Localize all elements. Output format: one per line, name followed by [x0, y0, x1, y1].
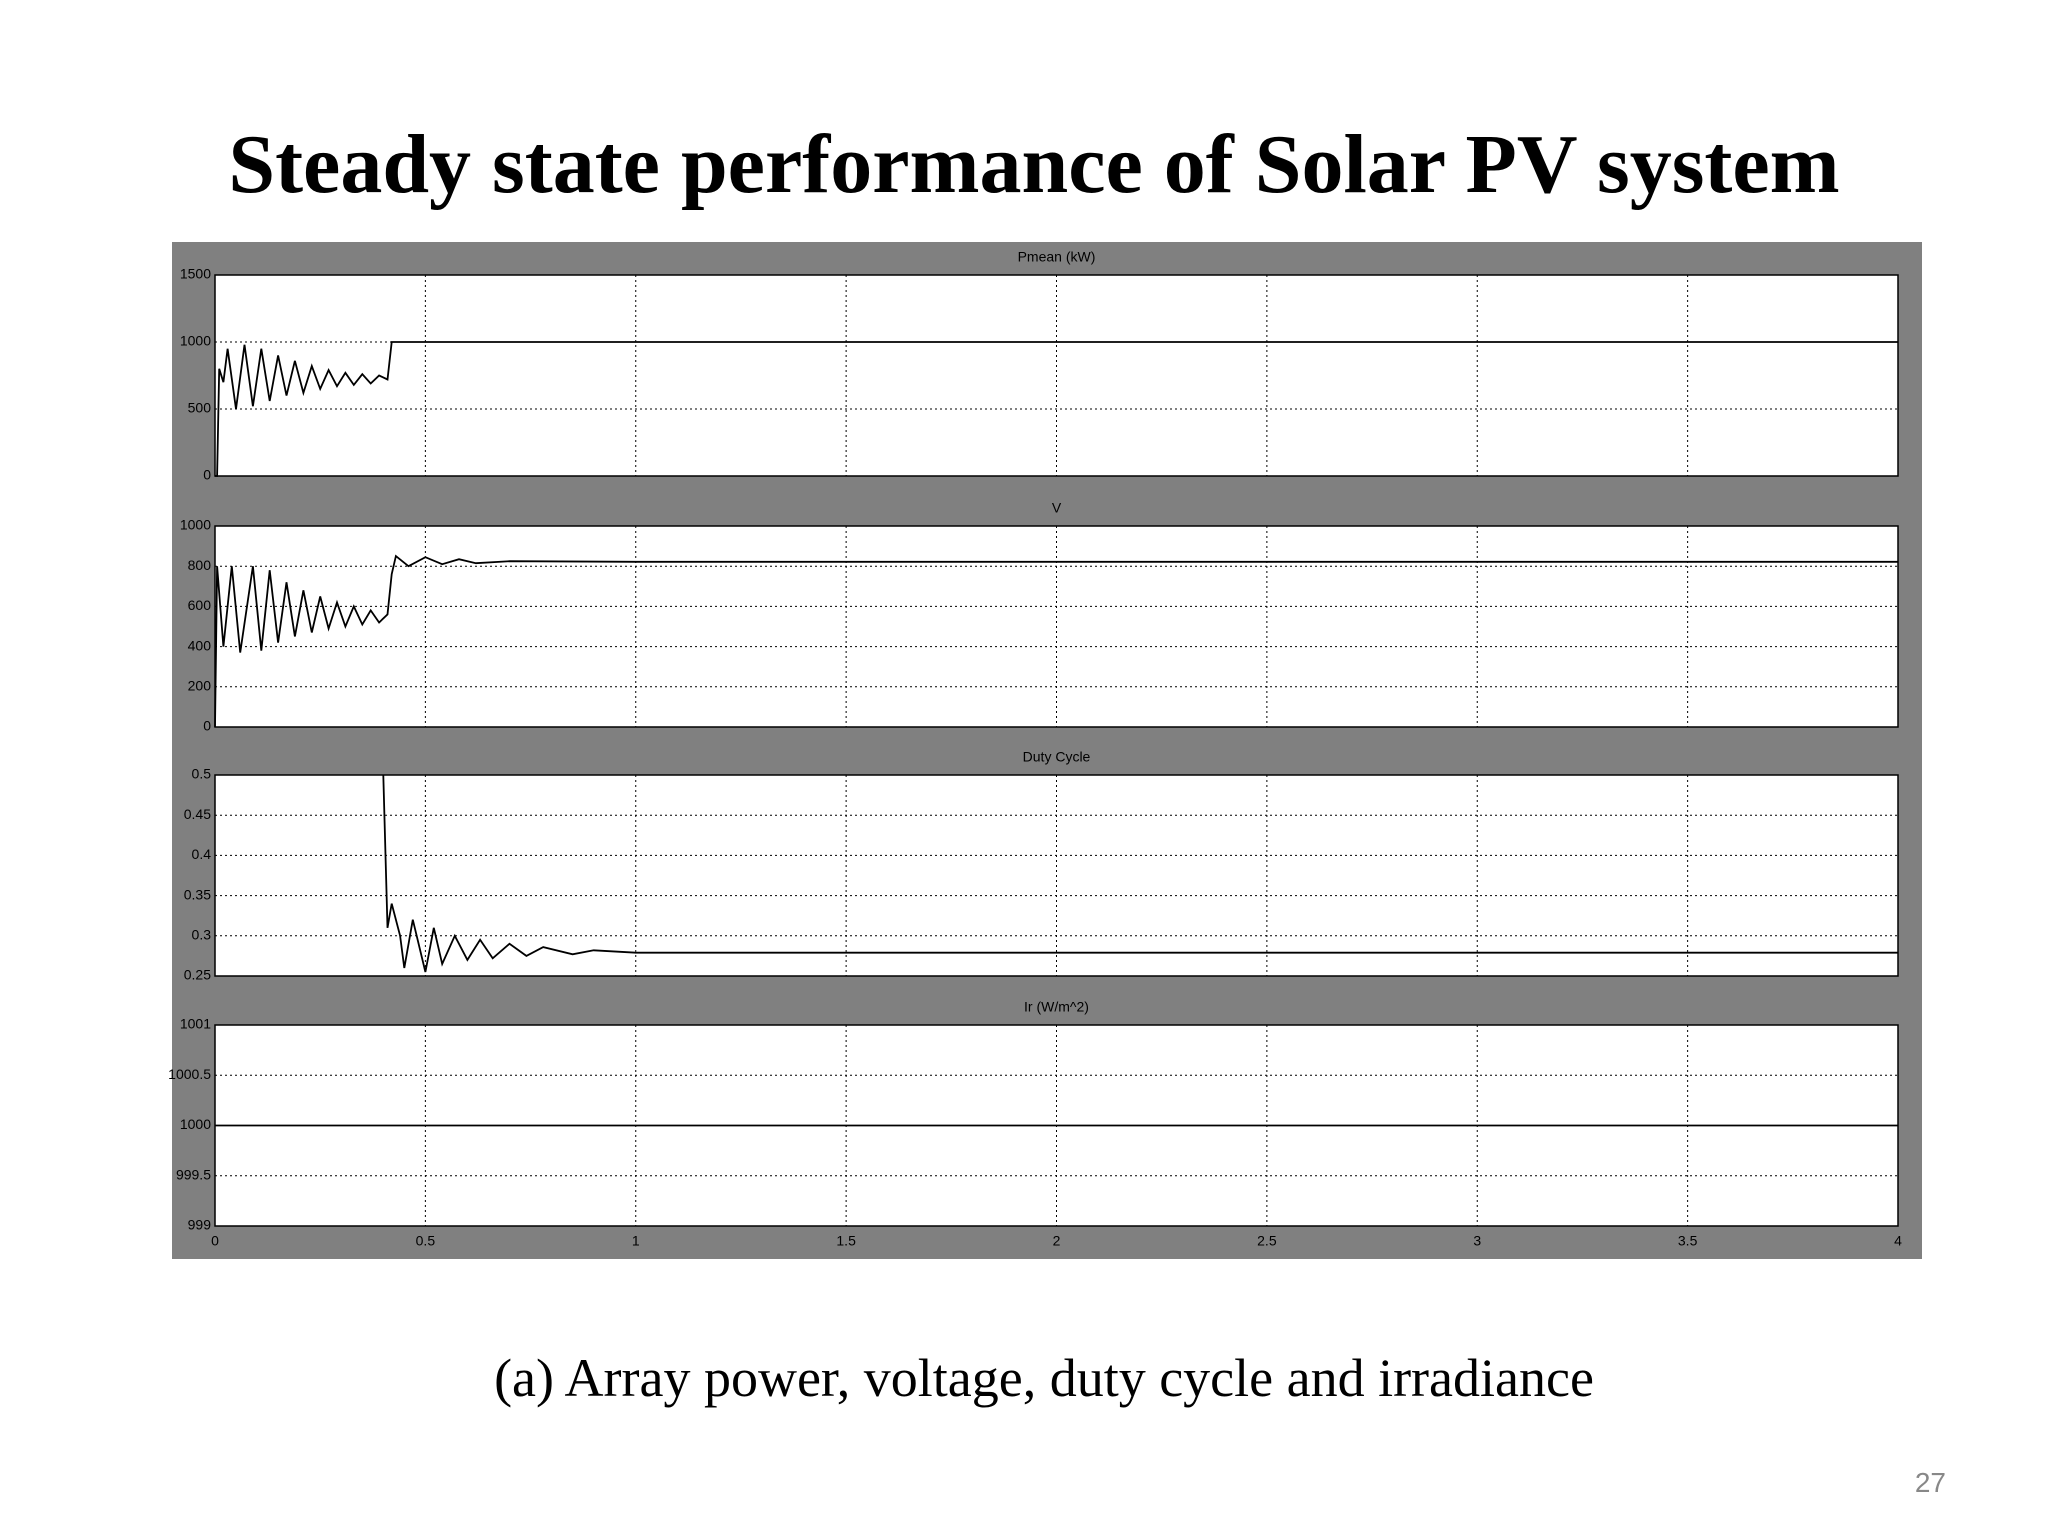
y-tick-label: 200	[188, 678, 212, 694]
y-tick-label: 1500	[180, 266, 211, 282]
chart-title: Duty Cycle	[1023, 749, 1091, 765]
x-tick-label: 4	[1894, 1233, 1902, 1249]
y-tick-label: 600	[188, 597, 212, 613]
y-tick-label: 1001	[180, 1016, 211, 1032]
y-tick-label: 500	[188, 400, 212, 416]
x-tick-label: 0	[211, 1233, 219, 1249]
y-tick-label: 800	[188, 557, 212, 573]
caption: (a) Array power, voltage, duty cycle and…	[494, 1348, 1594, 1408]
y-tick-label: 999	[188, 1217, 212, 1233]
y-tick-label: 0	[203, 718, 211, 734]
x-tick-label: 0.5	[416, 1233, 436, 1249]
x-tick-label: 3	[1473, 1233, 1481, 1249]
page-number: 27	[1915, 1467, 1946, 1498]
y-tick-label: 999.5	[176, 1166, 211, 1182]
y-tick-label: 1000.5	[168, 1066, 211, 1082]
series-line	[382, 774, 1898, 973]
y-tick-label: 0.45	[184, 806, 211, 822]
y-tick-label: 1000	[180, 1116, 211, 1132]
y-tick-label: 0.35	[184, 886, 211, 902]
y-tick-label: 0.3	[192, 927, 212, 943]
chart-title: V	[1052, 500, 1062, 516]
slide-title: Steady state performance of Solar PV sys…	[228, 118, 1839, 211]
series-line	[214, 554, 1898, 728]
y-tick-label: 0.5	[192, 766, 212, 782]
y-tick-label: 0.25	[184, 967, 211, 983]
x-tick-label: 2	[1053, 1233, 1061, 1249]
x-tick-label: 1	[632, 1233, 640, 1249]
chart-title: Pmean (kW)	[1018, 249, 1096, 265]
y-tick-label: 1000	[180, 333, 211, 349]
y-tick-label: 1000	[180, 517, 211, 533]
charts: Pmean (kW) 0 500 1000 1500 V 0 200 400 600 800 1000…	[168, 249, 1902, 1249]
series-line	[215, 341, 1898, 477]
y-tick-label: 400	[188, 637, 212, 653]
y-tick-label: 0	[203, 467, 211, 483]
y-tick-label: 0.4	[192, 846, 212, 862]
x-tick-label: 1.5	[836, 1233, 856, 1249]
x-tick-label: 3.5	[1678, 1233, 1698, 1249]
chart-title: Ir (W/m^2)	[1024, 999, 1089, 1015]
x-tick-label: 2.5	[1257, 1233, 1277, 1249]
